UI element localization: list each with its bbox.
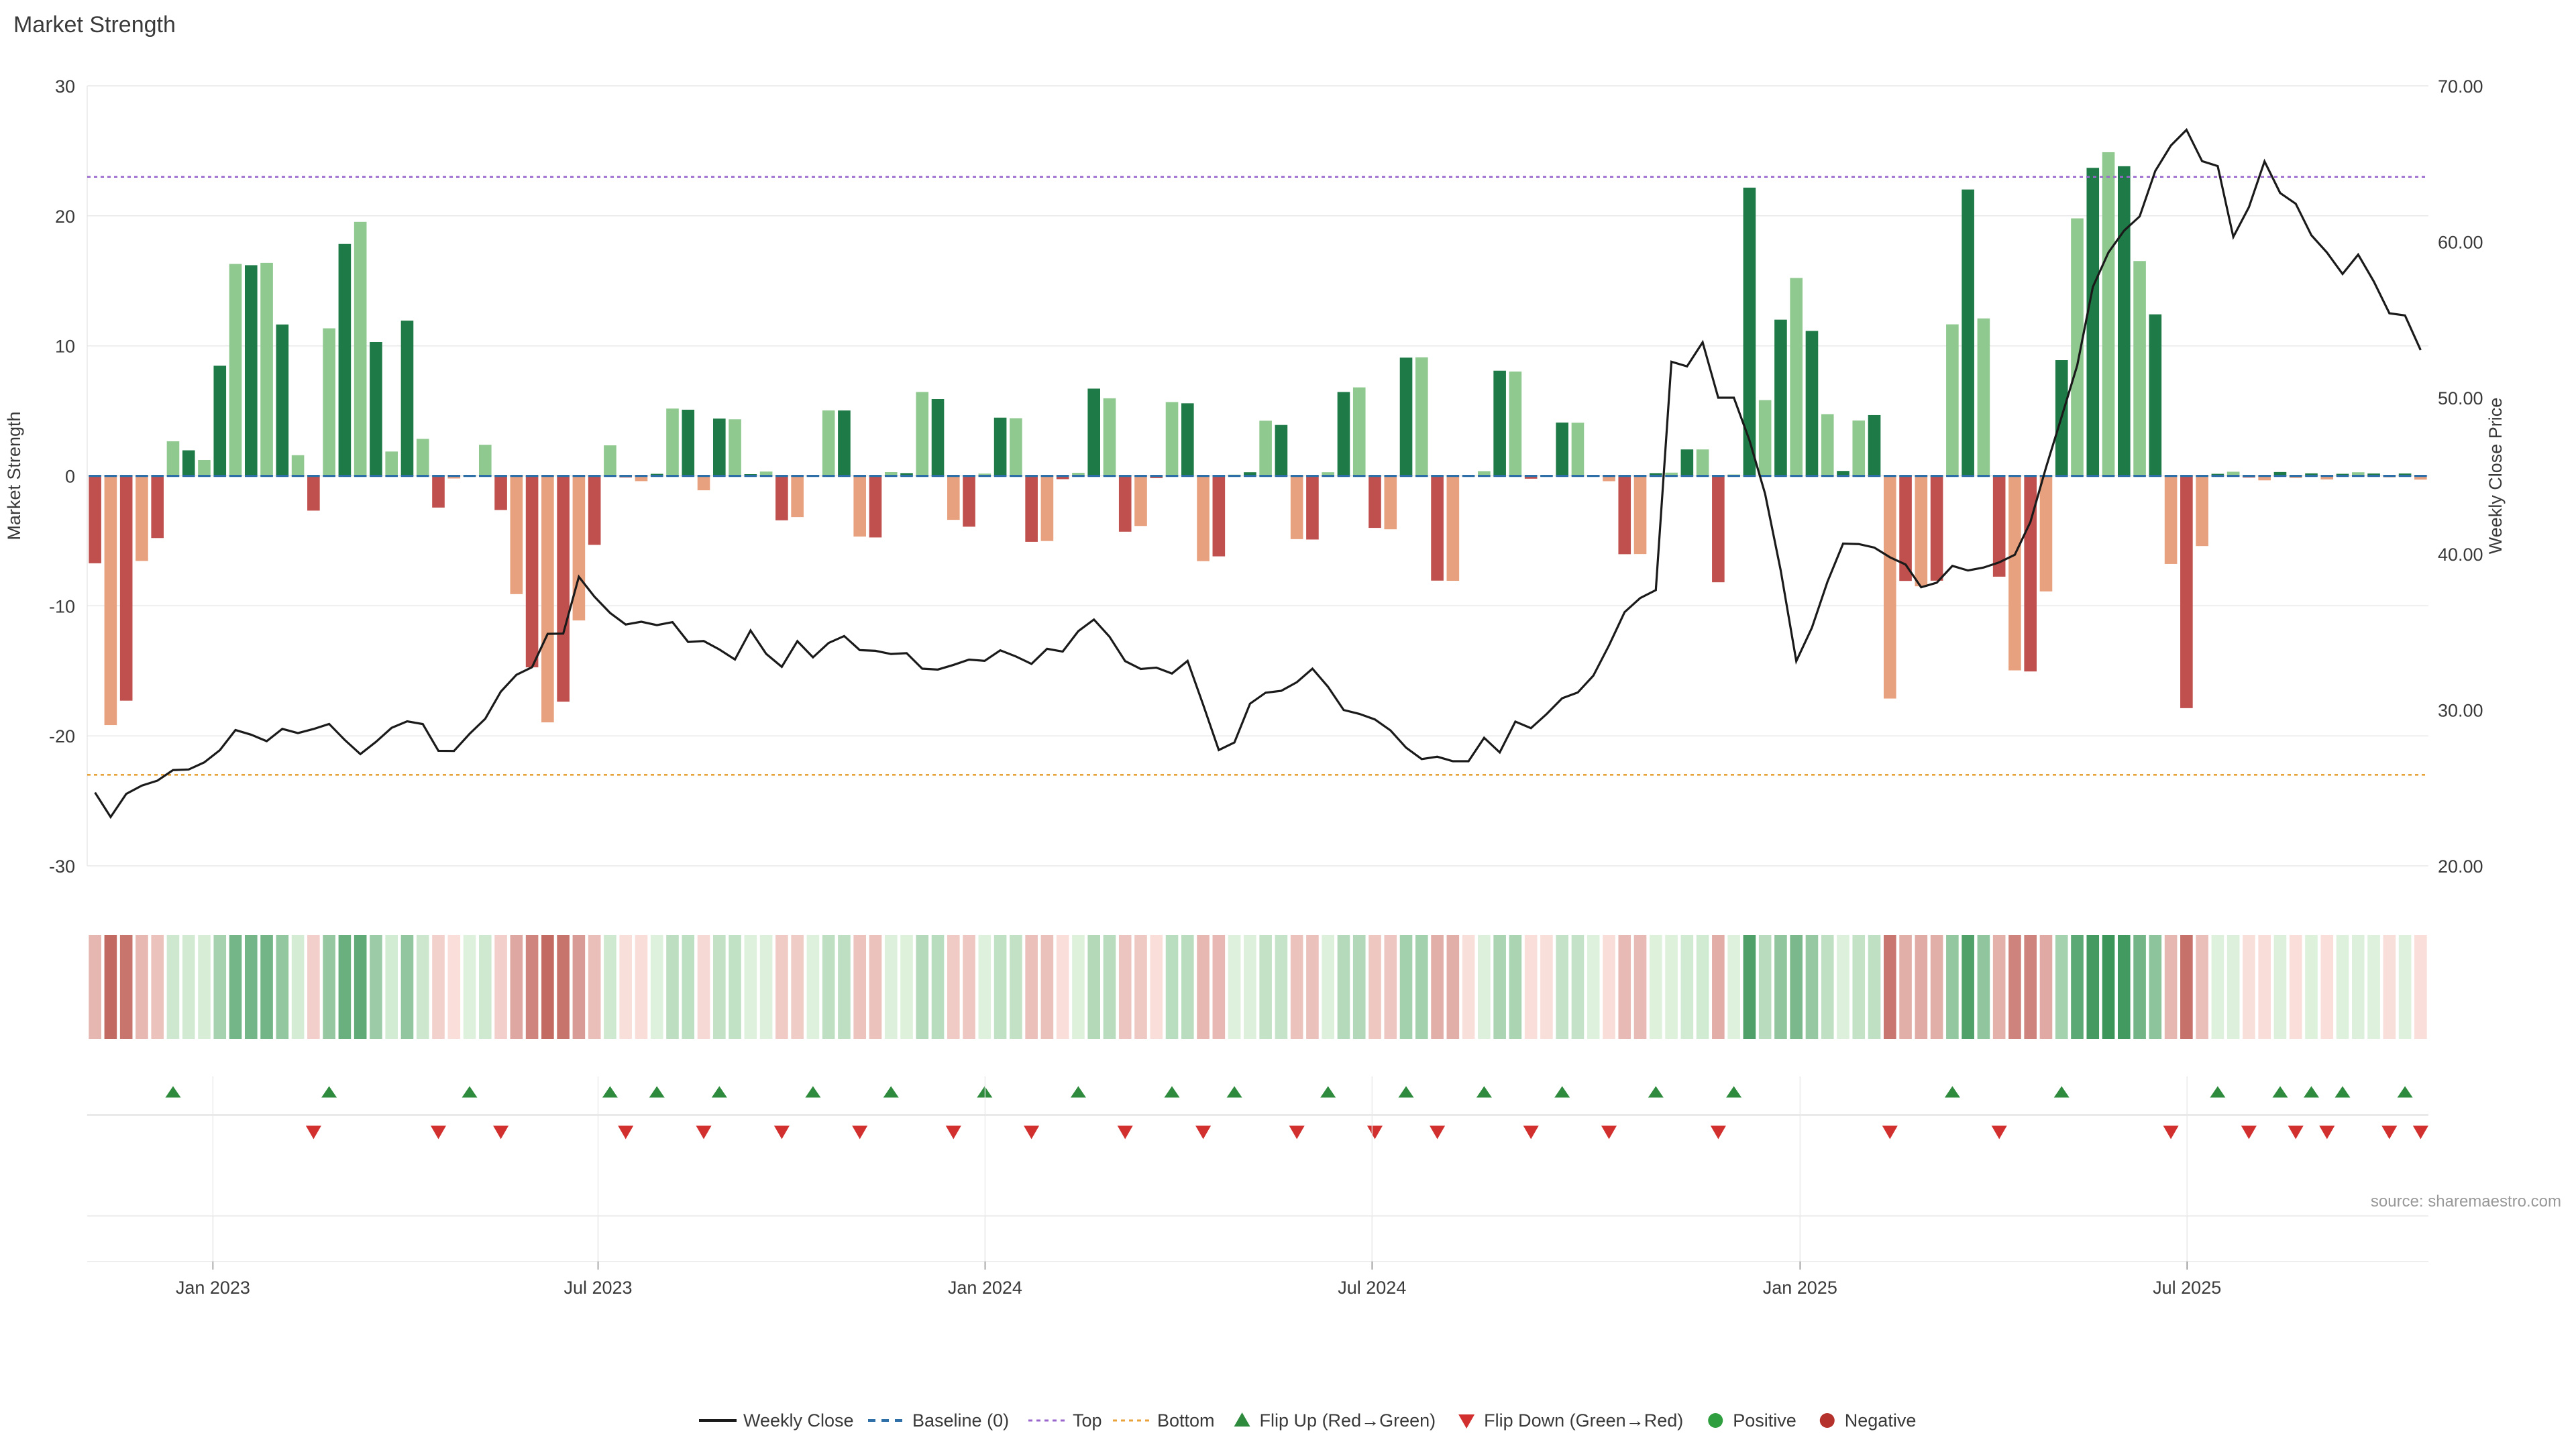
svg-text:Jul 2023: Jul 2023 xyxy=(564,1278,632,1298)
svg-text:source: sharemaestro.com: source: sharemaestro.com xyxy=(2371,1192,2561,1211)
svg-text:Jul 2024: Jul 2024 xyxy=(1338,1278,1406,1298)
svg-text:Top: Top xyxy=(1073,1410,1102,1431)
svg-text:Flip Down (Green→Red): Flip Down (Green→Red) xyxy=(1484,1410,1683,1431)
svg-text:0: 0 xyxy=(65,467,75,487)
svg-text:40.00: 40.00 xyxy=(2438,545,2483,565)
svg-text:Bottom: Bottom xyxy=(1157,1410,1215,1431)
svg-text:20: 20 xyxy=(55,207,75,227)
svg-text:30: 30 xyxy=(55,76,75,97)
svg-text:Market Strength: Market Strength xyxy=(4,411,24,540)
svg-text:-20: -20 xyxy=(49,726,75,746)
svg-text:Flip Up (Red→Green): Flip Up (Red→Green) xyxy=(1260,1410,1436,1431)
svg-text:50.00: 50.00 xyxy=(2438,388,2483,408)
svg-text:-10: -10 xyxy=(49,596,75,616)
svg-text:20.00: 20.00 xyxy=(2438,856,2483,877)
svg-text:Jul 2025: Jul 2025 xyxy=(2153,1278,2221,1298)
svg-text:Weekly Close Price: Weekly Close Price xyxy=(2485,398,2506,555)
svg-text:30.00: 30.00 xyxy=(2438,700,2483,720)
svg-text:-30: -30 xyxy=(49,856,75,877)
svg-text:Baseline (0): Baseline (0) xyxy=(912,1410,1009,1431)
svg-text:Jan 2024: Jan 2024 xyxy=(948,1278,1022,1298)
svg-text:Weekly Close: Weekly Close xyxy=(743,1410,854,1431)
svg-text:Negative: Negative xyxy=(1845,1410,1917,1431)
svg-text:Positive: Positive xyxy=(1733,1410,1796,1431)
svg-text:Market Strength: Market Strength xyxy=(13,12,176,38)
svg-text:Jan 2023: Jan 2023 xyxy=(176,1278,250,1298)
svg-text:60.00: 60.00 xyxy=(2438,233,2483,253)
svg-text:Jan 2025: Jan 2025 xyxy=(1763,1278,1837,1298)
svg-text:70.00: 70.00 xyxy=(2438,76,2483,97)
svg-text:10: 10 xyxy=(55,337,75,357)
